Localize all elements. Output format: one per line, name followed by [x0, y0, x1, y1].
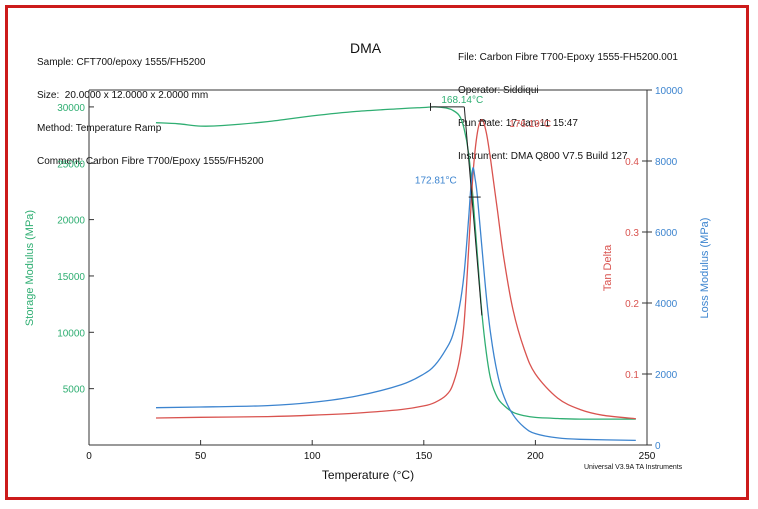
- tan-delta-tick-label: 0.1: [625, 370, 639, 381]
- x-tick-label: 0: [86, 451, 92, 462]
- loss-tick-label: 8000: [655, 157, 678, 168]
- storage-annotation: 168.14°C: [441, 95, 483, 106]
- method-line: Method: Temperature Ramp: [37, 123, 162, 134]
- tan-delta-axis-label: Tan Delta: [602, 244, 614, 291]
- onset-slope-line: [463, 106, 483, 316]
- tan-delta-tick-label: 0.4: [625, 157, 639, 168]
- storage-tick-label: 25000: [57, 159, 85, 170]
- x-tick-label: 100: [304, 451, 321, 462]
- sample-line: Sample: CFT700/epoxy 1555/FH5200: [37, 57, 206, 68]
- loss-axis-label: Loss Modulus (MPa): [699, 218, 711, 319]
- storage-tick-label: 5000: [63, 385, 86, 396]
- loss-curve: [155, 167, 636, 442]
- x-tick-label: 200: [527, 451, 544, 462]
- footer-credit: Universal V3.9A TA Instruments: [584, 464, 683, 471]
- tan-delta-tick-label: 0.3: [625, 228, 639, 239]
- storage-tick-label: 15000: [57, 272, 85, 283]
- x-axis-label: Temperature (°C): [322, 468, 414, 482]
- loss-tick-label: 10000: [655, 86, 683, 97]
- storage-axis-label: Storage Modulus (MPa): [24, 210, 36, 326]
- loss-tick-label: 6000: [655, 228, 678, 239]
- tan_delta-curve: [155, 119, 636, 420]
- storage-tick-label: 20000: [57, 216, 85, 227]
- x-tick-label: 250: [639, 451, 656, 462]
- storage-tick-label: 10000: [57, 328, 85, 339]
- x-tick-label: 150: [415, 451, 432, 462]
- instrument-line: Instrument: DMA Q800 V7.5 Build 127: [458, 151, 628, 162]
- loss-tick-label: 0: [655, 441, 661, 452]
- run-date-line: Run Date: 17-Jan-11 15:47: [458, 118, 578, 129]
- size-line: Size: 20.0000 x 12.0000 x 2.0000 mm: [37, 90, 209, 101]
- chart-title: DMA: [350, 40, 382, 56]
- storage-tick-label: 30000: [57, 103, 85, 114]
- loss-annotation: 172.81°C: [415, 176, 457, 187]
- storage-curve: [155, 106, 636, 420]
- tan_delta-annotation: 176.19°C: [509, 119, 551, 130]
- file-line: File: Carbon Fibre T700-Epoxy 1555-FH520…: [458, 52, 678, 63]
- comment-line: Comment: Carbon Fibre T700/Epoxy 1555/FH…: [37, 156, 264, 167]
- tan-delta-tick-label: 0.2: [625, 299, 639, 310]
- sample-info: Sample: CFT700/epoxy 1555/FH5200 Size: 2…: [37, 35, 264, 178]
- loss-tick-label: 4000: [655, 299, 678, 310]
- loss-tick-label: 2000: [655, 370, 678, 381]
- x-tick-label: 50: [195, 451, 207, 462]
